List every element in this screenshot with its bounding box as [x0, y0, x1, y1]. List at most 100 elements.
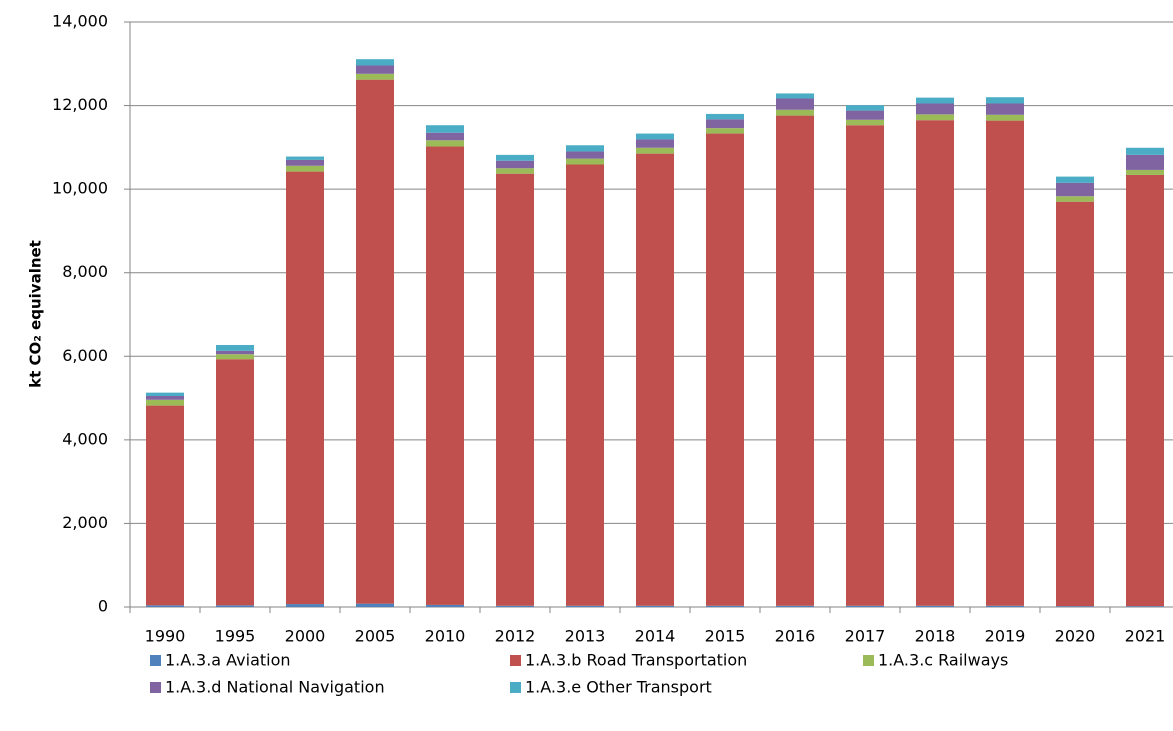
bar-segment	[496, 173, 534, 606]
bar-segment	[496, 168, 534, 174]
bar-segment	[426, 132, 464, 141]
bar-segment	[986, 605, 1024, 607]
bar-segment	[146, 392, 184, 396]
bar-segment	[776, 605, 814, 607]
bar-segment	[636, 133, 674, 140]
bar-segment	[986, 103, 1024, 115]
bar-segment	[566, 164, 604, 606]
bar-segment	[566, 151, 604, 159]
x-tick-label: 2012	[495, 627, 536, 646]
bar-segment	[916, 120, 954, 606]
legend-swatch	[510, 655, 521, 666]
bar-segment	[426, 140, 464, 147]
bar-segment	[776, 98, 814, 110]
bar-segment	[496, 605, 534, 607]
bar-segment	[356, 603, 394, 607]
y-tick-label: 4,000	[62, 429, 108, 448]
y-axis-label: kt CO₂ equivalnet	[27, 240, 45, 388]
bar-segment	[706, 605, 744, 607]
bar-segment	[776, 93, 814, 99]
x-tick-label: 2018	[915, 627, 956, 646]
legend-swatch	[510, 682, 521, 693]
y-tick-label: 6,000	[62, 346, 108, 365]
bar-segment	[286, 156, 324, 160]
x-tick-label: 2013	[565, 627, 606, 646]
bar-segment	[636, 147, 674, 154]
bar-segment	[146, 399, 184, 406]
x-tick-label: 2020	[1055, 627, 1096, 646]
legend-swatch	[150, 682, 161, 693]
bar-segment	[706, 119, 744, 129]
x-tick-label: 1990	[145, 627, 186, 646]
bar-segment	[1056, 606, 1094, 607]
x-tick-label: 2017	[845, 627, 886, 646]
bar-segment	[216, 359, 254, 606]
bar-segment	[1126, 606, 1164, 607]
bar-segment	[776, 115, 814, 606]
legend-label: 1.A.3.a Aviation	[165, 651, 291, 670]
bar-segment	[286, 159, 324, 166]
y-tick-label: 8,000	[62, 262, 108, 281]
bar-segment	[566, 605, 604, 607]
bar-segment	[356, 79, 394, 604]
bar-segment	[216, 345, 254, 351]
bar-segment	[146, 605, 184, 607]
bar-segment	[286, 604, 324, 607]
bar-segment	[916, 114, 954, 121]
bar-segment	[636, 153, 674, 606]
bar-segment	[916, 605, 954, 607]
bar-segment	[426, 604, 464, 607]
x-tick-label: 2019	[985, 627, 1026, 646]
bar-segment	[356, 73, 394, 80]
bar-segment	[916, 103, 954, 115]
x-tick-label: 2014	[635, 627, 676, 646]
bar-segment	[1126, 154, 1164, 170]
bar-segment	[1056, 182, 1094, 197]
x-tick-label: 2000	[285, 627, 326, 646]
x-tick-label: 1995	[215, 627, 256, 646]
bar-segment	[496, 154, 534, 161]
bar-segment	[1126, 174, 1164, 607]
y-tick-label: 0	[98, 597, 108, 616]
bar-segment	[216, 354, 254, 360]
y-tick-label: 12,000	[52, 95, 108, 114]
bar-segment	[986, 97, 1024, 104]
bar-segment	[916, 97, 954, 104]
bar-segment	[846, 105, 884, 111]
bar-segment	[776, 109, 814, 116]
x-tick-label: 2005	[355, 627, 396, 646]
bar-segment	[846, 110, 884, 120]
y-tick-label: 14,000	[52, 12, 108, 31]
bar-segment	[216, 350, 254, 355]
bar-segment	[356, 59, 394, 66]
bar-segment	[636, 605, 674, 607]
bar-segment	[566, 158, 604, 165]
bar-segment	[426, 146, 464, 605]
legend-label: 1.A.3.e Other Transport	[525, 678, 712, 697]
x-tick-label: 2021	[1125, 627, 1166, 646]
x-tick-label: 2010	[425, 627, 466, 646]
bar-segment	[986, 120, 1024, 606]
bar-segment	[986, 114, 1024, 121]
bar-segment	[426, 125, 464, 133]
bar-segment	[846, 119, 884, 126]
bar-segment	[706, 128, 744, 134]
x-tick-label: 2016	[775, 627, 816, 646]
bar-segment	[706, 133, 744, 606]
legend-label: 1.A.3.c Railways	[878, 651, 1008, 670]
bar-segment	[496, 160, 534, 169]
bar-segment	[1126, 169, 1164, 175]
bar-segment	[286, 171, 324, 605]
bar-segment	[1056, 196, 1094, 202]
bar-segment	[216, 605, 254, 607]
legend-swatch	[863, 655, 874, 666]
bar-segment	[566, 145, 604, 152]
x-tick-label: 2015	[705, 627, 746, 646]
legend-swatch	[150, 655, 161, 666]
y-tick-label: 2,000	[62, 513, 108, 532]
bar-segment	[146, 395, 184, 400]
bar-segment	[846, 605, 884, 607]
bar-segment	[1056, 176, 1094, 183]
